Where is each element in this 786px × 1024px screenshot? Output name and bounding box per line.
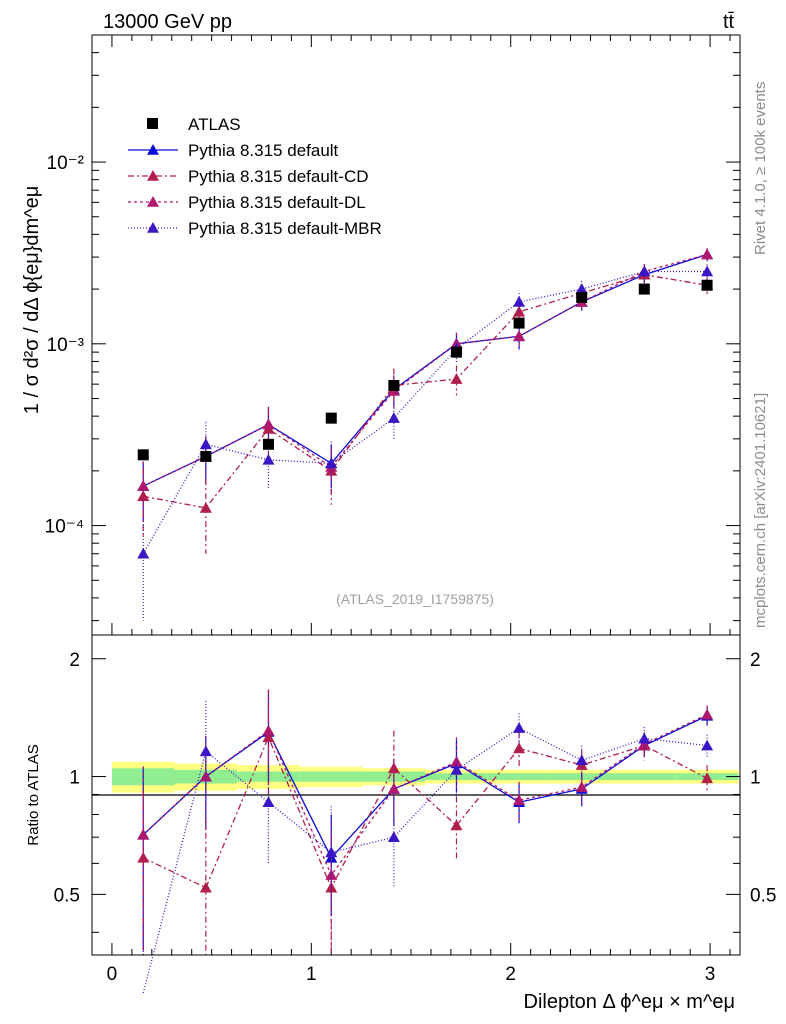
- series-marker: [450, 373, 463, 384]
- ratio-marker: [137, 828, 150, 840]
- series-marker: [325, 457, 338, 469]
- analysis-tag: (ATLAS_2019_I1759875): [336, 591, 494, 607]
- legend-marker: [147, 170, 159, 181]
- atlas-data-point: [576, 291, 588, 303]
- ratio-marker: [325, 869, 338, 880]
- ratio-marker: [701, 708, 714, 720]
- y-tick-label-bottom: 1: [69, 768, 80, 789]
- atlas-data-point: [200, 450, 212, 462]
- legend-label-atlas: ATLAS: [188, 115, 241, 134]
- y-tick-label-top: 10⁻²: [47, 153, 85, 174]
- legend-marker-atlas: [147, 118, 158, 129]
- ratio-marker: [262, 731, 275, 743]
- legend-label: Pythia 8.315 default-DL: [188, 193, 366, 212]
- series-marker: [513, 330, 526, 342]
- process-label: tt̄: [723, 11, 735, 33]
- bottom-panel-frame: [91, 634, 741, 956]
- band-inner: [299, 771, 363, 782]
- legend: ATLAS Pythia 8.315 default Pythia 8.315 de…: [128, 115, 382, 238]
- series-marker: [137, 547, 150, 559]
- y-tick-label-bottom-right: 2: [750, 650, 761, 671]
- ratio-marker: [199, 770, 212, 782]
- ratio-line: [142, 735, 708, 890]
- ratio-marker: [387, 782, 400, 794]
- ratio-marker: [262, 796, 275, 808]
- series-line: [143, 274, 708, 509]
- band-inner: [612, 773, 676, 780]
- energy-label: 13000 GeV pp: [103, 11, 232, 33]
- legend-label: Pythia 8.315 default: [188, 141, 339, 160]
- ratio-marker: [701, 772, 714, 784]
- ratio-marker: [513, 722, 526, 733]
- band-inner: [487, 773, 551, 780]
- ratio-marker: [575, 781, 588, 792]
- y-tick-label-bottom-right: 0.5: [750, 885, 776, 906]
- y-tick-label-top: 10⁻³: [47, 335, 85, 356]
- atlas-data-point: [450, 346, 462, 358]
- ratio-marker: [262, 724, 275, 736]
- top-panel: 10⁻⁴ 10⁻³ 10⁻² (ATLAS_2019_I1759875): [45, 34, 741, 636]
- series-marker: [575, 283, 588, 294]
- bottom-panel: 0 1 2 3 0.5 0.5 1 1 2 2: [54, 634, 776, 994]
- atlas-data-point: [388, 379, 400, 391]
- ratio-marker: [325, 846, 338, 858]
- series-line: [142, 253, 708, 487]
- ratio-marker: [638, 732, 651, 744]
- legend-marker: [147, 222, 159, 233]
- series-marker: [199, 501, 212, 513]
- ratio-marker: [450, 819, 463, 831]
- ratio-marker: [513, 794, 526, 806]
- legend-label: Pythia 8.315 default-CD: [188, 167, 369, 186]
- x-tick-label: 2: [505, 964, 516, 985]
- series-marker: [638, 265, 651, 277]
- series-marker: [387, 412, 400, 423]
- series-marker: [262, 453, 275, 465]
- ratio-marker: [199, 745, 212, 757]
- ratio-marker: [450, 763, 463, 775]
- atlas-data-point: [701, 279, 713, 291]
- ratio-marker: [513, 742, 526, 754]
- series-marker: [137, 480, 150, 491]
- y-axis-label-bottom: Ratio to ATLAS: [25, 744, 42, 845]
- x-tick-label: 1: [306, 964, 317, 985]
- atlas-data-point: [325, 412, 337, 424]
- side-label-top: Rivet 4.1.0, ≥ 100k events: [752, 82, 769, 255]
- ratio-marker: [638, 738, 651, 749]
- y-tick-label-bottom-right: 1: [750, 768, 761, 789]
- legend-marker: [147, 196, 159, 207]
- atlas-data-point: [137, 449, 149, 461]
- atlas-data-point: [513, 317, 525, 329]
- series-marker: [262, 418, 275, 430]
- series-marker: [701, 248, 714, 260]
- legend-label: Pythia 8.315 default-MBR: [188, 219, 382, 238]
- series-marker: [199, 438, 212, 450]
- x-axis-label: Dilepton Δ ϕ^eμ × m^eμ: [524, 991, 735, 1013]
- y-tick-label-bottom: 0.5: [54, 885, 80, 906]
- y-tick-label-bottom: 2: [69, 650, 80, 671]
- atlas-data-point: [262, 438, 274, 450]
- ratio-marker: [387, 831, 400, 842]
- y-axis-label-top: 1 / σ d²σ / dΔ ϕ{eμ}dm^eμ: [21, 186, 43, 414]
- atlas-data-point: [638, 283, 650, 295]
- ratio-marker: [325, 881, 338, 893]
- series-marker: [701, 265, 714, 277]
- side-label-bottom: mcplots.cern.ch [arXiv:2401.10621]: [752, 393, 769, 628]
- series-marker: [137, 490, 150, 502]
- ratio-marker: [575, 754, 588, 766]
- ratio-line: [142, 715, 708, 859]
- series-marker: [513, 295, 526, 307]
- x-tick-label: 3: [705, 964, 716, 985]
- legend-marker: [147, 144, 159, 155]
- ratio-marker: [701, 739, 714, 751]
- y-tick-label-top: 10⁻⁴: [45, 517, 84, 538]
- x-tick-label: 0: [107, 964, 118, 985]
- ratio-marker: [199, 881, 212, 893]
